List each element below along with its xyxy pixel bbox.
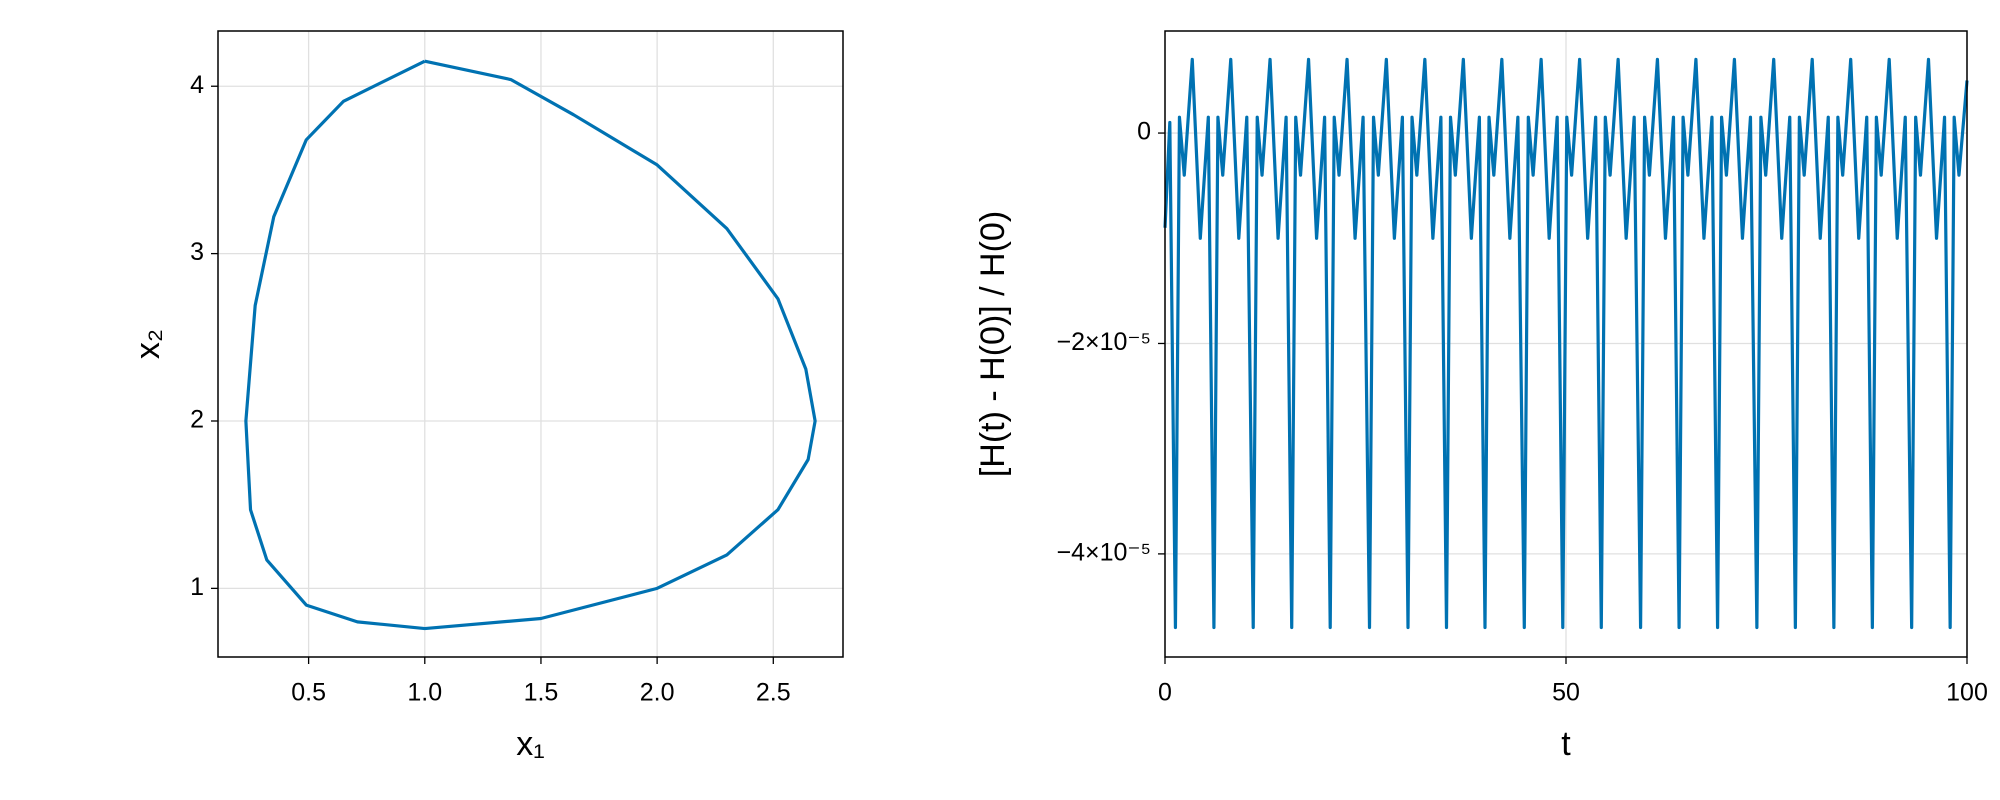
y-tick-label: −4×10⁻⁵ — [1057, 539, 1151, 567]
plot-frame — [1164, 30, 1968, 658]
x-tick-label: 0 — [1158, 679, 1172, 707]
y-tick-label: 3 — [190, 238, 204, 266]
y-tick-label: 2 — [190, 406, 204, 434]
data-line — [244, 59, 817, 631]
x-tick-label: 1.0 — [407, 679, 442, 707]
axis-label: x₁ — [516, 725, 544, 763]
y-tick-label: 1 — [190, 573, 204, 601]
axis-label: x₂ — [129, 329, 167, 359]
y-tick-label: 4 — [190, 71, 204, 99]
plot-frame — [217, 30, 844, 658]
y-tick-label: −2×10⁻⁵ — [1057, 328, 1151, 356]
x-tick-label: 1.5 — [524, 679, 559, 707]
axis-label: t — [1561, 725, 1571, 763]
x-tick-label: 0.5 — [291, 679, 326, 707]
x-tick-label: 2.0 — [640, 679, 675, 707]
x-tick-label: 2.5 — [756, 679, 791, 707]
data-line — [1163, 57, 1969, 630]
x-tick-label: 100 — [1946, 679, 1988, 707]
y-tick-label: 0 — [1137, 118, 1151, 146]
x-tick-label: 50 — [1552, 679, 1580, 707]
axis-label: [H(t) - H(0)] / H(0) — [974, 211, 1012, 477]
